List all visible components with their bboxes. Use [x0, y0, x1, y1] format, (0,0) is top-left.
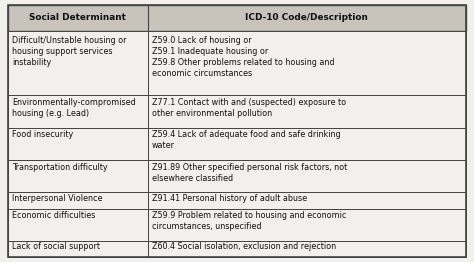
Bar [8, 209, 148, 241]
Bar [8, 160, 148, 192]
Text: Food insecurity: Food insecurity [12, 130, 73, 139]
Text: Economic difficulties: Economic difficulties [12, 211, 95, 220]
Bar [148, 192, 466, 209]
Bar [148, 241, 466, 257]
Text: Z59.4 Lack of adequate food and safe drinking
water: Z59.4 Lack of adequate food and safe dri… [152, 130, 340, 150]
Text: Z59.9 Problem related to housing and economic
circumstances, unspecified: Z59.9 Problem related to housing and eco… [152, 211, 346, 231]
Text: Z59.0 Lack of housing or
Z59.1 Inadequate housing or
Z59.8 Other problems relate: Z59.0 Lack of housing or Z59.1 Inadequat… [152, 36, 334, 78]
Bar [8, 31, 148, 95]
Text: Transportation difficulty: Transportation difficulty [12, 163, 108, 172]
Bar [8, 241, 148, 257]
Bar [148, 31, 466, 95]
Bar [8, 128, 148, 160]
Bar [148, 209, 466, 241]
Bar [8, 95, 148, 128]
Text: Difficult/Unstable housing or
housing support services
instability: Difficult/Unstable housing or housing su… [12, 36, 127, 67]
Text: Environmentally-compromised
housing (e.g. Lead): Environmentally-compromised housing (e.g… [12, 98, 136, 118]
Bar [8, 192, 148, 209]
Text: Z60.4 Social isolation, exclusion and rejection: Z60.4 Social isolation, exclusion and re… [152, 242, 336, 251]
Text: Z77.1 Contact with and (suspected) exposure to
other environmental pollution: Z77.1 Contact with and (suspected) expos… [152, 98, 346, 118]
Text: Z91.41 Personal history of adult abuse: Z91.41 Personal history of adult abuse [152, 194, 307, 203]
Bar [148, 95, 466, 128]
Text: Lack of social support: Lack of social support [12, 242, 100, 251]
Text: Z91.89 Other specified personal risk factors, not
elsewhere classified: Z91.89 Other specified personal risk fac… [152, 163, 347, 183]
Bar [148, 128, 466, 160]
Text: ICD-10 Code/Description: ICD-10 Code/Description [246, 13, 368, 23]
Text: Interpersonal Violence: Interpersonal Violence [12, 194, 102, 203]
Text: Social Determinant: Social Determinant [29, 13, 126, 23]
Bar [8, 5, 466, 31]
Bar [148, 160, 466, 192]
